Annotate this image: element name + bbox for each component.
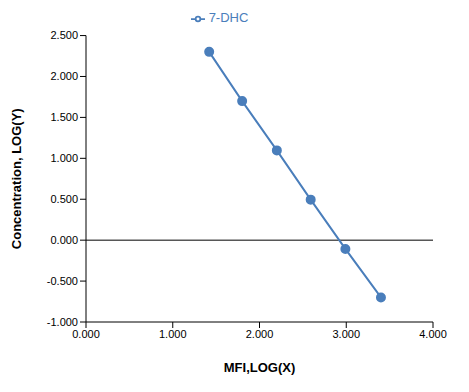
svg-text:2.000: 2.000 [246,328,274,340]
svg-text:1.000: 1.000 [159,328,187,340]
svg-text:Concentration, LOG(Y): Concentration, LOG(Y) [9,108,24,249]
svg-text:-1.000: -1.000 [47,316,78,328]
svg-text:3.000: 3.000 [332,328,360,340]
svg-text:-0.500: -0.500 [47,275,78,287]
svg-text:4.000: 4.000 [419,328,447,340]
svg-text:MFI,LOG(X): MFI,LOG(X) [224,360,296,375]
svg-text:2.500: 2.500 [50,29,78,41]
svg-text:0.500: 0.500 [50,193,78,205]
svg-text:0.000: 0.000 [72,328,100,340]
svg-text:0.000: 0.000 [50,234,78,246]
svg-text:1.000: 1.000 [50,152,78,164]
html-text:7-DHC: 7-DHC [208,10,249,25]
svg-text:1.500: 1.500 [50,111,78,123]
svg-text:2.000: 2.000 [50,70,78,82]
